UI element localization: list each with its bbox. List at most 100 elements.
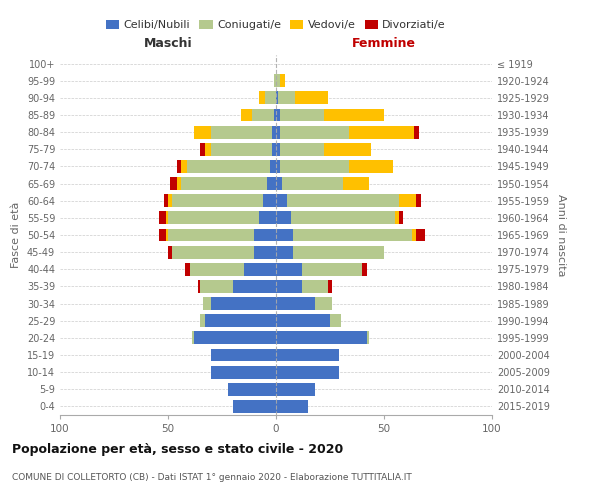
Bar (168, 212, 259, 224)
Bar (280, 108, 323, 122)
Bar (233, 280, 276, 293)
Bar (276, 383, 315, 396)
Y-axis label: Anni di nascita: Anni di nascita (556, 194, 566, 276)
Bar (323, 143, 371, 156)
Bar (268, 177, 276, 190)
Bar (203, 297, 211, 310)
Bar (276, 160, 280, 173)
Bar (168, 194, 172, 207)
Bar (166, 212, 168, 224)
Bar (276, 280, 302, 293)
Bar (168, 246, 172, 258)
Bar (276, 263, 302, 276)
Text: Femmine: Femmine (352, 37, 416, 50)
Bar (166, 228, 168, 241)
Bar (187, 160, 269, 173)
Bar (330, 314, 341, 327)
Bar (276, 228, 293, 241)
Bar (194, 332, 276, 344)
Bar (252, 108, 274, 122)
Bar (259, 92, 265, 104)
Bar (323, 108, 384, 122)
Bar (399, 194, 416, 207)
Bar (168, 228, 254, 241)
Bar (176, 177, 181, 190)
Bar (160, 212, 166, 224)
Bar (362, 263, 367, 276)
Bar (176, 160, 181, 173)
Bar (259, 212, 276, 224)
Bar (254, 228, 276, 241)
Bar (399, 212, 403, 224)
Bar (276, 348, 338, 362)
Bar (349, 160, 392, 173)
Bar (395, 212, 399, 224)
Bar (272, 126, 276, 138)
Bar (244, 263, 276, 276)
Bar (205, 314, 276, 327)
Bar (276, 108, 280, 122)
Bar (211, 126, 272, 138)
Bar (172, 194, 263, 207)
Bar (211, 366, 276, 378)
Bar (211, 143, 272, 156)
Bar (192, 332, 194, 344)
Bar (276, 366, 338, 378)
Bar (274, 74, 276, 87)
Bar (302, 280, 328, 293)
Bar (181, 177, 268, 190)
Bar (190, 263, 244, 276)
Bar (276, 177, 283, 190)
Bar (416, 228, 425, 241)
Bar (265, 92, 276, 104)
Bar (328, 280, 332, 293)
Bar (416, 194, 421, 207)
Bar (194, 126, 211, 138)
Bar (293, 246, 384, 258)
Bar (276, 143, 280, 156)
Bar (280, 126, 349, 138)
Bar (302, 263, 362, 276)
Bar (412, 228, 416, 241)
Bar (280, 160, 349, 173)
Bar (164, 194, 168, 207)
Bar (291, 212, 395, 224)
Bar (349, 126, 414, 138)
Bar (205, 143, 211, 156)
Y-axis label: Fasce di età: Fasce di età (11, 202, 21, 268)
Bar (276, 246, 293, 258)
Bar (200, 280, 233, 293)
Bar (276, 126, 280, 138)
Text: Maschi: Maschi (143, 37, 193, 50)
Legend: Celibi/Nubili, Coniugati/e, Vedovi/e, Divorziati/e: Celibi/Nubili, Coniugati/e, Vedovi/e, Di… (101, 16, 451, 35)
Bar (276, 314, 330, 327)
Bar (276, 332, 367, 344)
Bar (254, 246, 276, 258)
Bar (414, 126, 419, 138)
Bar (211, 297, 276, 310)
Bar (280, 74, 284, 87)
Bar (241, 108, 252, 122)
Bar (276, 400, 308, 413)
Bar (276, 74, 280, 87)
Bar (276, 297, 315, 310)
Bar (263, 194, 276, 207)
Bar (170, 177, 176, 190)
Bar (343, 177, 369, 190)
Bar (367, 332, 369, 344)
Bar (198, 280, 200, 293)
Bar (280, 143, 323, 156)
Bar (315, 297, 332, 310)
Bar (233, 400, 276, 413)
Text: COMUNE DI COLLETORTO (CB) - Dati ISTAT 1° gennaio 2020 - Elaborazione TUTTITALIA: COMUNE DI COLLETORTO (CB) - Dati ISTAT 1… (12, 472, 412, 482)
Bar (287, 194, 399, 207)
Bar (200, 314, 205, 327)
Bar (185, 263, 190, 276)
Text: Popolazione per età, sesso e stato civile - 2020: Popolazione per età, sesso e stato civil… (12, 442, 343, 456)
Bar (211, 348, 276, 362)
Bar (283, 177, 343, 190)
Bar (293, 228, 412, 241)
Bar (276, 92, 278, 104)
Bar (200, 143, 205, 156)
Bar (269, 160, 276, 173)
